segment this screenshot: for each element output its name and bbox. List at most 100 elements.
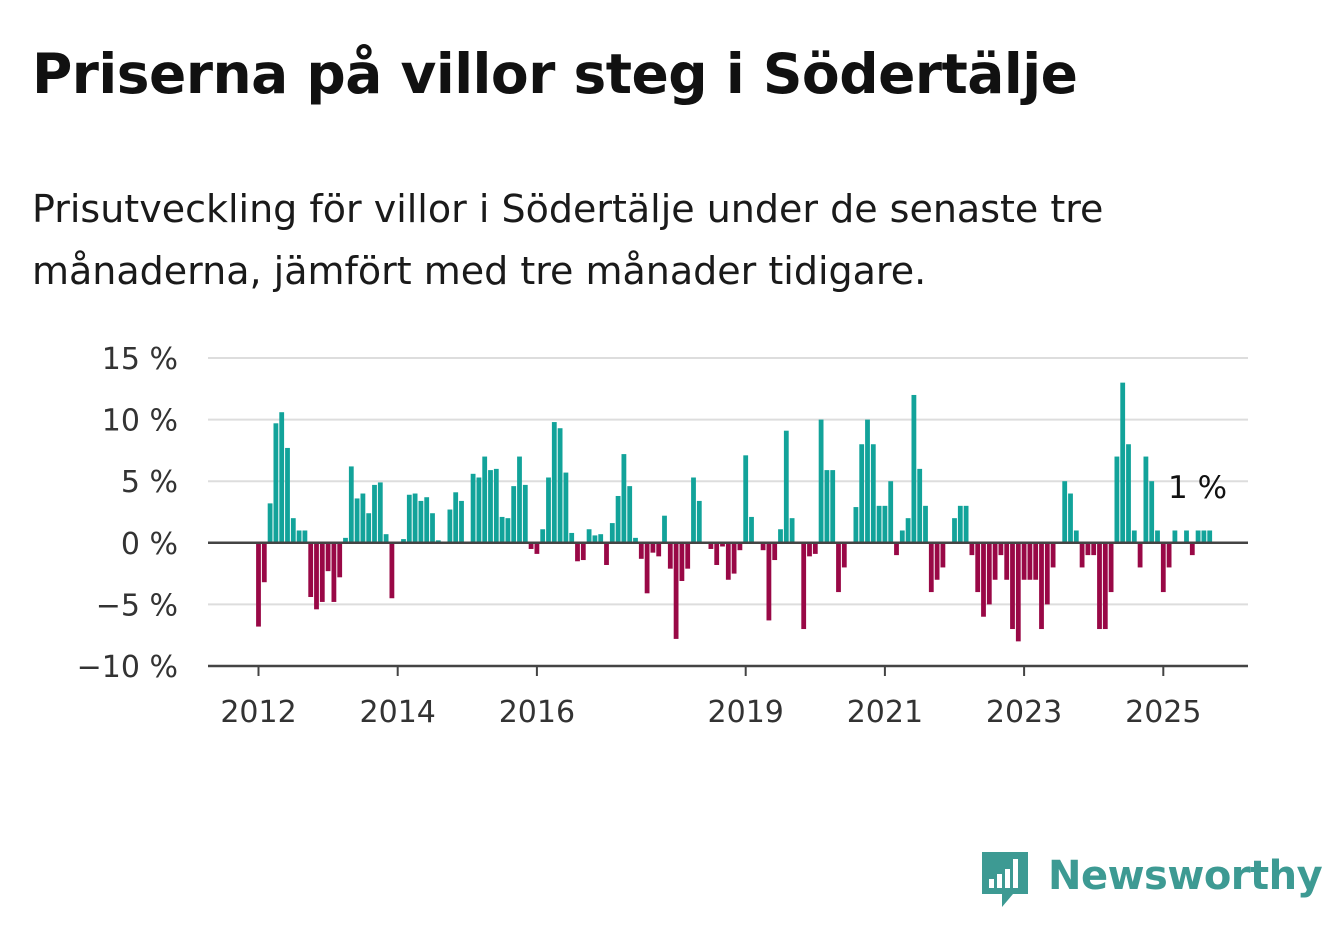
bar-negative xyxy=(992,542,998,580)
bar-positive xyxy=(546,477,551,543)
bar-negative xyxy=(1102,542,1108,630)
bar-negative xyxy=(1189,542,1195,556)
bar-negative xyxy=(836,542,841,593)
x-tick-label: 2014 xyxy=(360,695,436,730)
bar-negative xyxy=(1044,542,1050,605)
bar-positive xyxy=(876,505,882,543)
bar-positive xyxy=(1073,530,1079,543)
bar-negative xyxy=(1085,542,1091,556)
bar-negative xyxy=(998,542,1004,556)
bar-negative xyxy=(1021,542,1027,580)
bar-positive xyxy=(615,495,621,543)
bar-positive xyxy=(749,516,754,543)
bar-positive xyxy=(517,456,522,543)
bar-positive xyxy=(789,518,795,543)
bar-negative xyxy=(1097,542,1102,630)
bar-negative xyxy=(319,542,325,602)
bar-positive xyxy=(505,518,511,543)
bar-chart: 15 % 10 % 5 % 0 % −5 % −10 % 2012 2014 2016 2019… xyxy=(77,342,1248,730)
bar-positive xyxy=(290,518,296,543)
bar-negative xyxy=(975,542,981,593)
bar-positive xyxy=(424,497,430,543)
bar-negative xyxy=(1079,542,1085,568)
y-tick-label: 15 % xyxy=(102,342,178,377)
bar-negative xyxy=(1027,542,1033,580)
bar-positive xyxy=(511,486,517,543)
bar-negative xyxy=(679,542,685,581)
latest-value-annotation: 1 % xyxy=(1168,470,1227,506)
bar-negative xyxy=(1039,542,1044,630)
bar-negative xyxy=(1004,542,1010,580)
bar-positive xyxy=(609,523,615,543)
brand-name: Newsworthy xyxy=(1048,853,1322,899)
bar-negative xyxy=(604,542,609,565)
bar-negative xyxy=(261,542,267,583)
bar-negative xyxy=(841,542,847,568)
bar-positive xyxy=(598,534,604,543)
bar-negative xyxy=(673,542,679,639)
bar-negative xyxy=(772,542,778,561)
gridlines xyxy=(208,357,1248,606)
chart-title: Priserna på villor steg i Södertälje xyxy=(32,42,1078,106)
bar-negative xyxy=(807,542,812,557)
bar-positive xyxy=(586,529,592,543)
bar-positive xyxy=(824,470,830,543)
bar-negative xyxy=(1091,542,1097,556)
bar-negative xyxy=(650,542,656,553)
bar-positive xyxy=(952,518,957,543)
bar-positive xyxy=(1068,493,1073,543)
bar-positive xyxy=(482,456,488,543)
bar-negative xyxy=(981,542,986,617)
bar-positive xyxy=(522,484,528,543)
bar-negative xyxy=(534,542,540,554)
bar-positive xyxy=(1131,530,1137,543)
bar-positive xyxy=(923,505,928,543)
bar-positive xyxy=(447,509,453,543)
bar-positive xyxy=(1126,444,1131,543)
bar-negative xyxy=(708,542,714,549)
bar-negative xyxy=(731,542,737,574)
bar-negative xyxy=(638,542,644,559)
bar-negative xyxy=(1160,542,1166,593)
bar-positive xyxy=(1184,530,1189,543)
bar-negative xyxy=(812,542,818,554)
bar-negative xyxy=(725,542,731,580)
bar-negative xyxy=(720,542,725,547)
bar-positive xyxy=(1155,530,1160,543)
y-tick-label: 10 % xyxy=(102,404,178,439)
bar-positive xyxy=(778,529,783,543)
bar-negative xyxy=(766,542,772,621)
bar-positive xyxy=(383,534,389,543)
bar-negative xyxy=(1166,542,1172,568)
bar-positive xyxy=(348,466,354,543)
bar-positive xyxy=(870,444,876,543)
x-tick-label: 2016 xyxy=(499,695,575,730)
x-tick-label: 2012 xyxy=(220,695,296,730)
bar-negative xyxy=(1050,542,1056,568)
bar-negative xyxy=(331,542,337,602)
bar-positive xyxy=(343,537,348,543)
bar-positive xyxy=(493,468,499,543)
bar-positive xyxy=(633,537,638,543)
bar-positive xyxy=(662,515,667,543)
bar-positive xyxy=(296,530,302,543)
bar-positive xyxy=(540,529,546,543)
bar-negative xyxy=(940,542,946,568)
chart-subtitle: Prisutveckling för villor i Södertälje u… xyxy=(32,187,1104,293)
bars xyxy=(256,382,1213,642)
bar-positive xyxy=(696,500,702,543)
bar-negative xyxy=(667,542,673,569)
bar-negative xyxy=(656,542,662,557)
bar-positive xyxy=(905,518,911,543)
bar-positive xyxy=(1062,481,1068,543)
bar-positive xyxy=(853,507,859,543)
bar-negative xyxy=(337,542,343,578)
bar-positive xyxy=(453,492,459,543)
bar-positive xyxy=(859,444,865,543)
bar-positive xyxy=(783,430,789,543)
y-tick-label: −10 % xyxy=(77,650,178,685)
bar-negative xyxy=(256,542,261,627)
bar-positive xyxy=(499,516,505,543)
bar-positive xyxy=(273,423,279,543)
bar-negative xyxy=(986,542,992,605)
